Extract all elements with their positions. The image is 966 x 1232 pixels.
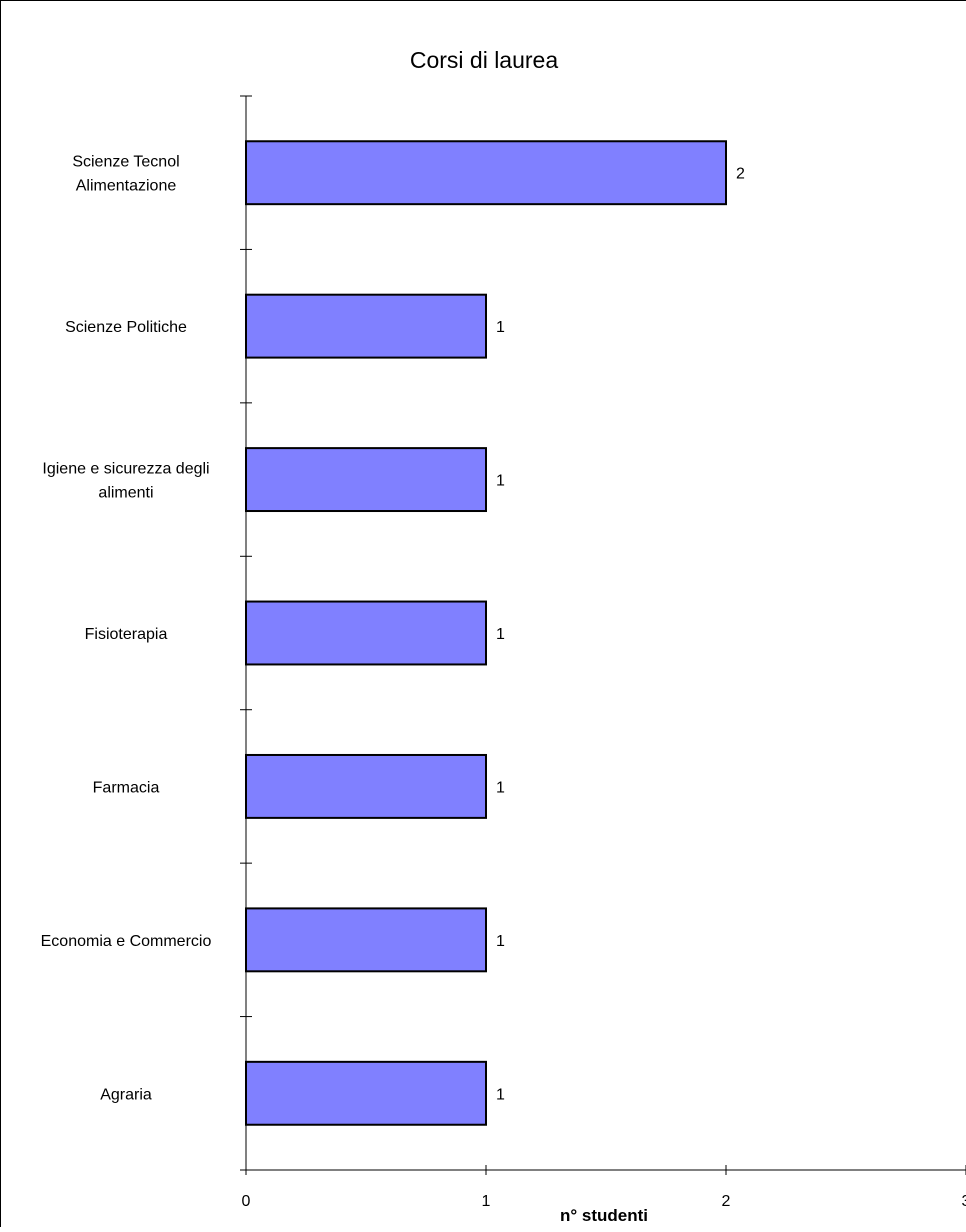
- category-label: Farmacia: [93, 779, 160, 796]
- category-label: Scienze Tecnol: [72, 154, 179, 171]
- x-tick-label: 1: [482, 1193, 491, 1210]
- bar: [246, 602, 486, 665]
- category-label: Igiene e sicurezza degli: [42, 461, 209, 478]
- chart-title: Corsi di laurea: [410, 47, 558, 73]
- category-label: Fisioterapia: [85, 626, 168, 643]
- x-tick-label: 2: [722, 1193, 731, 1210]
- data-label: 1: [496, 626, 505, 643]
- data-label: 2: [736, 166, 745, 183]
- bar: [246, 295, 486, 358]
- category-label: Agraria: [100, 1086, 152, 1103]
- bar: [246, 908, 486, 971]
- bar: [246, 755, 486, 818]
- category-label: Scienze Politiche: [65, 319, 187, 336]
- data-label: 1: [496, 319, 505, 336]
- x-tick-label: 0: [242, 1193, 251, 1210]
- category-label: Alimentazione: [76, 178, 177, 195]
- x-tick-label: 3: [962, 1193, 966, 1210]
- bar: [246, 1062, 486, 1125]
- category-label: alimenti: [98, 485, 153, 502]
- data-label: 1: [496, 933, 505, 950]
- data-label: 1: [496, 473, 505, 490]
- category-label: Economia e Commercio: [41, 933, 212, 950]
- bar: [246, 448, 486, 511]
- data-label: 1: [496, 779, 505, 796]
- data-label: 1: [496, 1086, 505, 1103]
- bar: [246, 141, 726, 204]
- x-axis-title: n° studenti: [560, 1206, 648, 1225]
- plot-area: 2 Scienze Tecnol Alimentazione 1 Scienze Pol…: [41, 96, 966, 1210]
